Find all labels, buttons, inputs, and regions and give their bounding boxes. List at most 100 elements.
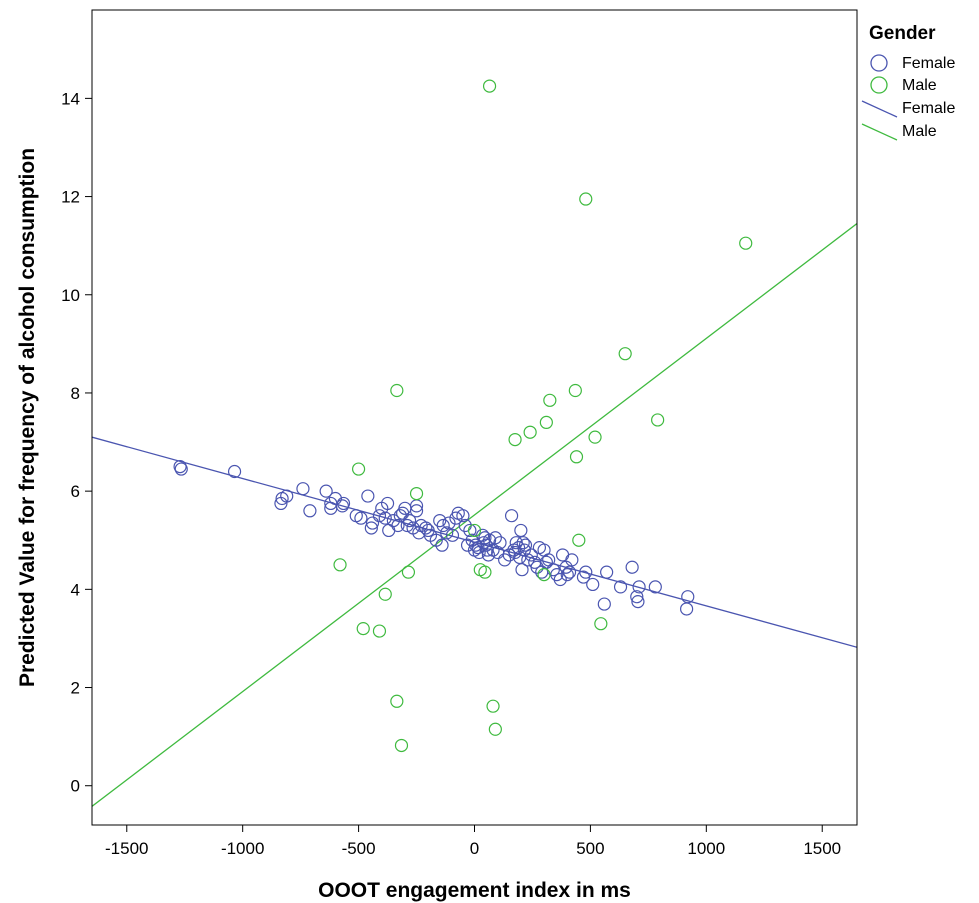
point-female: [517, 543, 531, 557]
x-tick-label: -1000: [221, 839, 264, 858]
point-female: [586, 577, 600, 592]
point-male: [372, 624, 387, 638]
point-female: [625, 560, 639, 574]
point-male: [390, 694, 404, 708]
x-axis-title: OOOT engagement index in ms: [318, 879, 631, 902]
y-axis-title: Predicted Value for frequency of alcohol…: [16, 148, 39, 687]
legend-marker-male: [870, 76, 888, 94]
point-male: [394, 738, 409, 753]
axes: -1500 -1000 -500 0 500 1000 1500 0 2 4 6 8 10 12 14: [61, 89, 841, 858]
point-female: [445, 528, 460, 542]
point-female: [555, 548, 570, 562]
point-male: [409, 486, 424, 501]
point-female: [436, 518, 450, 533]
point-female: [502, 548, 516, 562]
point-female: [524, 548, 538, 562]
point-male: [568, 383, 582, 398]
fit-line-male: [92, 223, 857, 807]
point-female: [560, 568, 574, 582]
x-tick-label: 0: [470, 839, 479, 858]
y-tick-label: 12: [61, 188, 80, 207]
point-female: [681, 590, 695, 604]
point-male: [537, 568, 551, 582]
point-male: [618, 347, 632, 361]
y-tick-label: 10: [61, 286, 80, 305]
point-female: [380, 496, 395, 511]
point-female: [319, 484, 333, 498]
point-male: [569, 450, 584, 464]
point-female: [482, 533, 497, 547]
legend-label-female-marker: Female: [902, 55, 955, 72]
legend-marker-female: [870, 54, 888, 72]
point-female: [354, 511, 368, 525]
point-male: [333, 558, 347, 572]
point-male: [473, 563, 487, 577]
point-male: [588, 430, 602, 444]
point-female: [515, 563, 529, 577]
point-male: [572, 533, 586, 547]
point-female: [361, 489, 375, 503]
point-female: [419, 521, 433, 535]
point-female: [630, 590, 644, 604]
point-female: [442, 516, 456, 530]
x-tick-label: -500: [342, 839, 376, 858]
x-tick-label: 1500: [803, 839, 841, 858]
point-male: [482, 79, 497, 93]
point-male: [488, 722, 502, 736]
x-tick-label: 1000: [687, 839, 725, 858]
y-tick-label: 8: [71, 384, 80, 403]
point-female: [597, 597, 611, 611]
point-female: [463, 523, 477, 538]
point-female: [511, 541, 526, 555]
point-male: [594, 617, 608, 631]
point-female: [476, 528, 490, 542]
x-tick-label: 500: [576, 839, 604, 858]
point-male: [378, 587, 392, 601]
y-tick-label: 14: [61, 89, 80, 108]
point-female: [565, 553, 579, 567]
plot-frame: [91, 9, 858, 826]
point-female: [336, 496, 351, 511]
point-female: [514, 523, 528, 538]
point-female: [516, 536, 530, 550]
point-female: [460, 538, 475, 552]
point-female: [280, 489, 294, 503]
plot-marks: [92, 79, 857, 807]
legend-label-male-line: Male: [902, 123, 937, 140]
point-female: [296, 482, 310, 496]
point-female: [481, 548, 496, 562]
point-female: [365, 516, 380, 530]
point-female: [378, 511, 392, 525]
point-female: [227, 464, 242, 479]
point-female: [364, 521, 378, 535]
point-male: [486, 699, 500, 713]
point-male: [467, 523, 482, 538]
legend-title: Gender: [869, 23, 936, 44]
y-tick-label: 4: [71, 580, 80, 599]
point-female: [440, 526, 454, 540]
point-female: [456, 509, 470, 523]
point-male: [651, 413, 665, 427]
point-female: [349, 509, 363, 523]
point-female: [386, 514, 400, 528]
point-female: [532, 541, 547, 555]
point-male: [390, 383, 404, 398]
point-male: [356, 622, 370, 636]
point-female: [480, 543, 494, 557]
point-female: [632, 580, 646, 594]
point-female: [553, 572, 567, 587]
point-female: [402, 514, 417, 528]
point-female: [504, 509, 519, 523]
point-female: [631, 595, 645, 609]
point-female: [613, 580, 628, 594]
point-female: [488, 531, 502, 545]
point-female: [328, 491, 343, 506]
y-tick-label: 6: [71, 482, 80, 501]
point-female: [600, 565, 614, 579]
point-female: [493, 536, 507, 550]
point-female: [477, 536, 491, 550]
point-female: [539, 555, 553, 569]
legend-label-female-line: Female: [902, 100, 955, 117]
point-male: [478, 565, 492, 579]
